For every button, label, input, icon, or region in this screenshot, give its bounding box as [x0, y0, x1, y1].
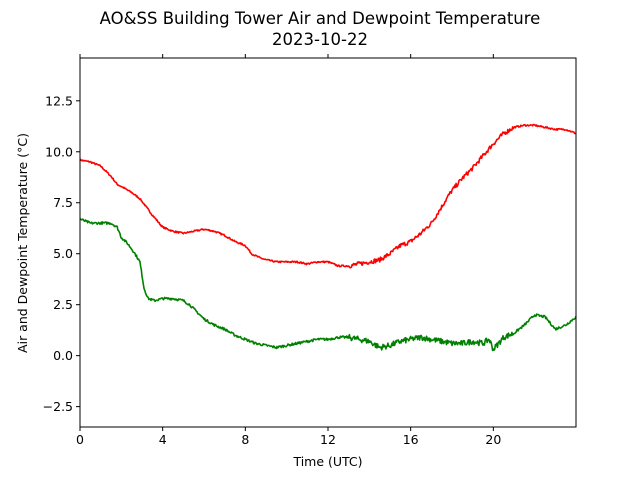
- plot-frame: [79, 57, 577, 428]
- series-layer: [79, 123, 577, 352]
- chart-title: AO&SS Building Tower Air and Dewpoint Te…: [100, 9, 541, 28]
- y-tick-label: −2.5: [43, 399, 73, 414]
- y-axis-label: Air and Dewpoint Temperature (°C): [15, 133, 30, 353]
- y-tick-label: 7.5: [53, 195, 73, 210]
- y-tick-label: 2.5: [53, 297, 73, 312]
- y-tick-label: 10.0: [45, 144, 73, 159]
- x-tick-label: 12: [320, 432, 336, 447]
- x-tick-label: 0: [76, 432, 84, 447]
- series-line-1: [79, 218, 577, 352]
- series-line-0: [79, 123, 577, 269]
- x-tick-label: 16: [403, 432, 419, 447]
- x-tick-label: 8: [241, 432, 249, 447]
- tick-layer: 0 4 8 12 16 20 −2.5 0.0 2.5 5.0 7.5 10.0 12.5: [43, 54, 501, 447]
- y-tick-label: 5.0: [53, 246, 73, 261]
- y-tick-label: 0.0: [53, 348, 73, 363]
- y-tick-label: 12.5: [45, 93, 73, 108]
- chart-subtitle: 2023-10-22: [272, 30, 368, 49]
- x-tick-label: 4: [159, 432, 167, 447]
- x-axis-label: Time (UTC): [292, 454, 362, 469]
- x-tick-label: 20: [485, 432, 501, 447]
